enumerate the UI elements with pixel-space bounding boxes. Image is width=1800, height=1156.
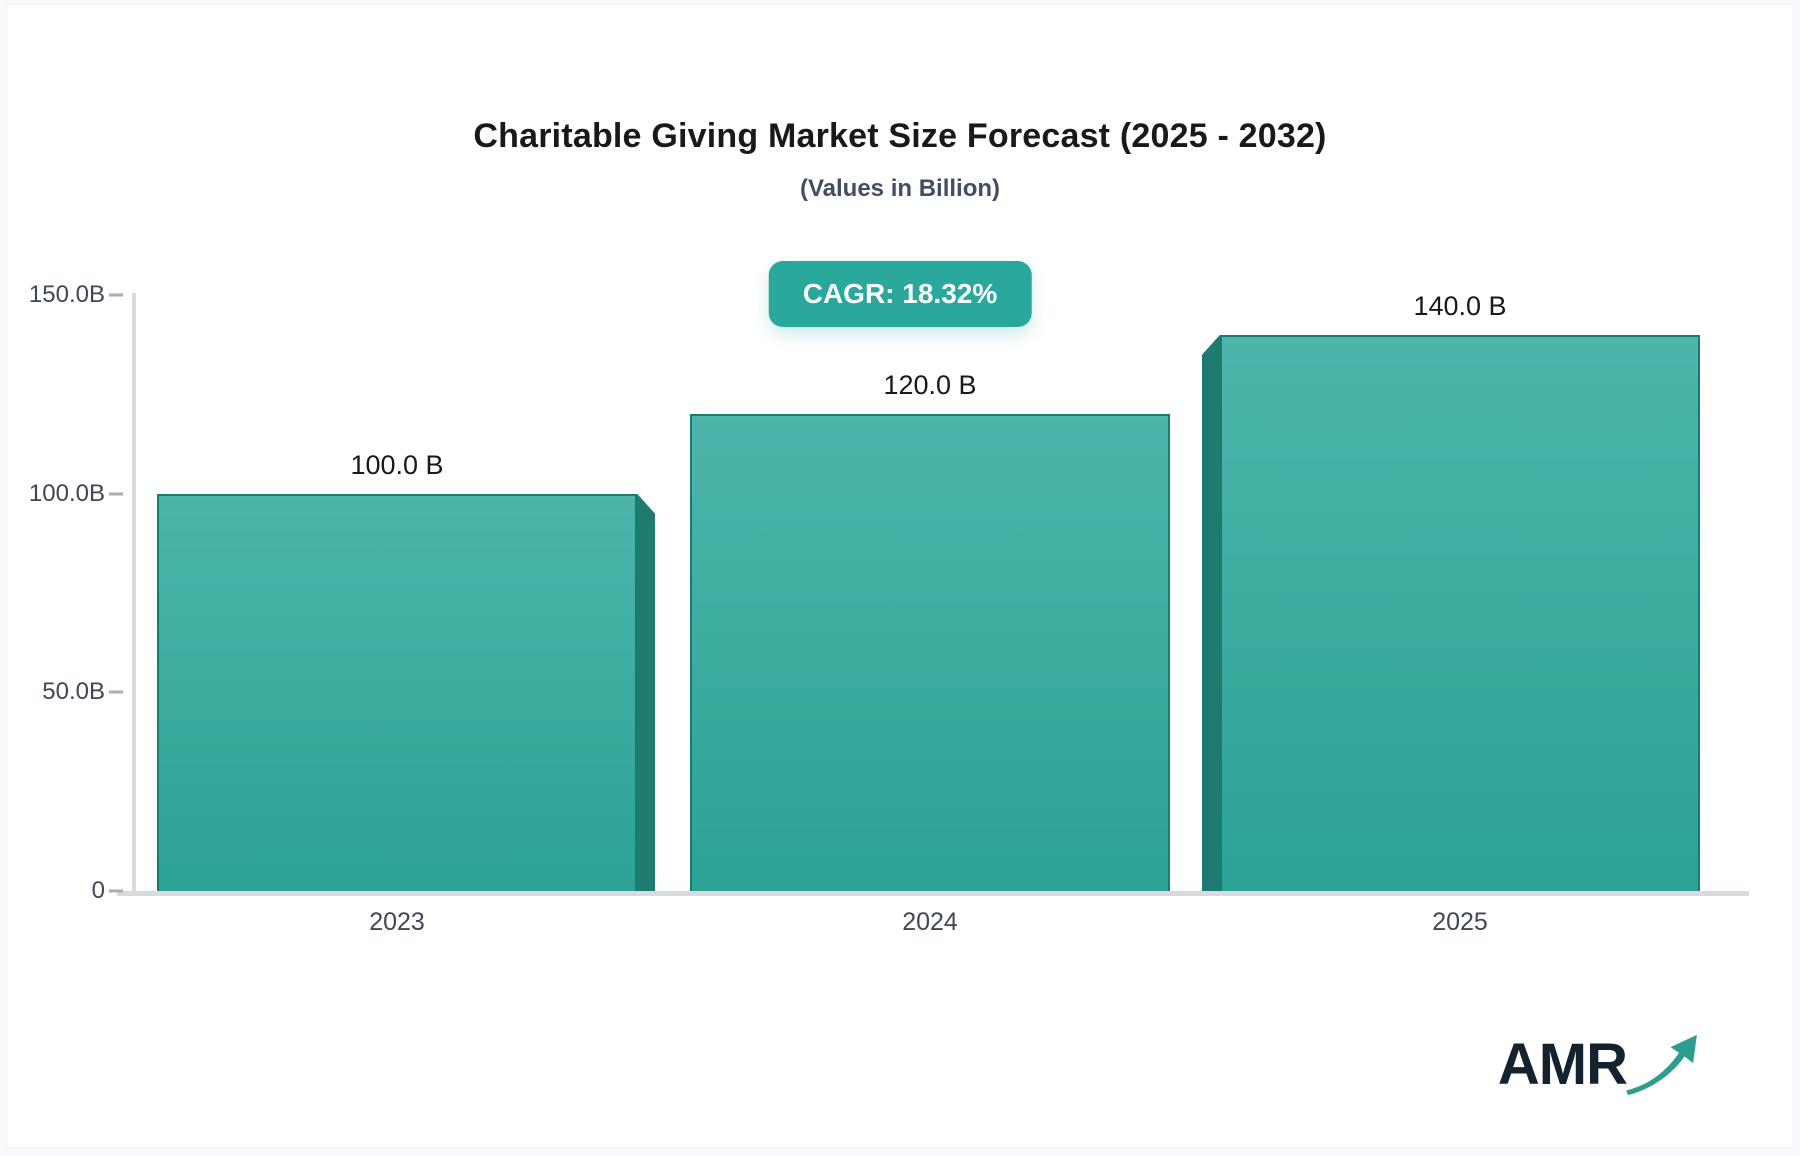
chart-subtitle: (Values in Billion) xyxy=(799,175,1001,202)
x-tick-label: 2023 xyxy=(369,908,425,936)
bar-3d-side xyxy=(1202,334,1220,891)
growth-arrow-icon xyxy=(1623,1032,1701,1103)
amr-logo: AMR xyxy=(1498,1026,1701,1103)
y-tick-label: 100.0B xyxy=(28,479,105,507)
y-tick-mark xyxy=(109,889,123,893)
chart-card: Charitable Giving Market Size Forecast (… xyxy=(6,4,1794,1148)
y-tick-label: 0 xyxy=(91,877,105,904)
y-tick-mark xyxy=(109,492,123,496)
bar-2024 xyxy=(690,414,1170,891)
x-tick-label: 2024 xyxy=(902,908,958,936)
amr-logo-text: AMR xyxy=(1497,1032,1628,1097)
x-tick-label: 2025 xyxy=(1432,908,1488,936)
cagr-badge: CAGR: 18.32% xyxy=(768,261,1032,327)
bar-2023 xyxy=(157,493,637,891)
bar-value-label: 140.0 B xyxy=(1413,290,1507,321)
bar-value-label: 120.0 B xyxy=(883,370,977,401)
y-tick-mark xyxy=(109,293,123,297)
bar-3d-side xyxy=(637,493,655,891)
bar-value-label: 100.0 B xyxy=(350,449,444,480)
y-tick-label: 50.0B xyxy=(42,678,105,706)
bar-2025 xyxy=(1220,334,1700,891)
x-axis-line xyxy=(117,891,1749,896)
y-tick-label: 150.0B xyxy=(28,281,105,308)
chart-title: Charitable Giving Market Size Forecast (… xyxy=(473,117,1327,155)
y-axis-line xyxy=(132,293,136,893)
y-tick-mark xyxy=(109,690,123,694)
